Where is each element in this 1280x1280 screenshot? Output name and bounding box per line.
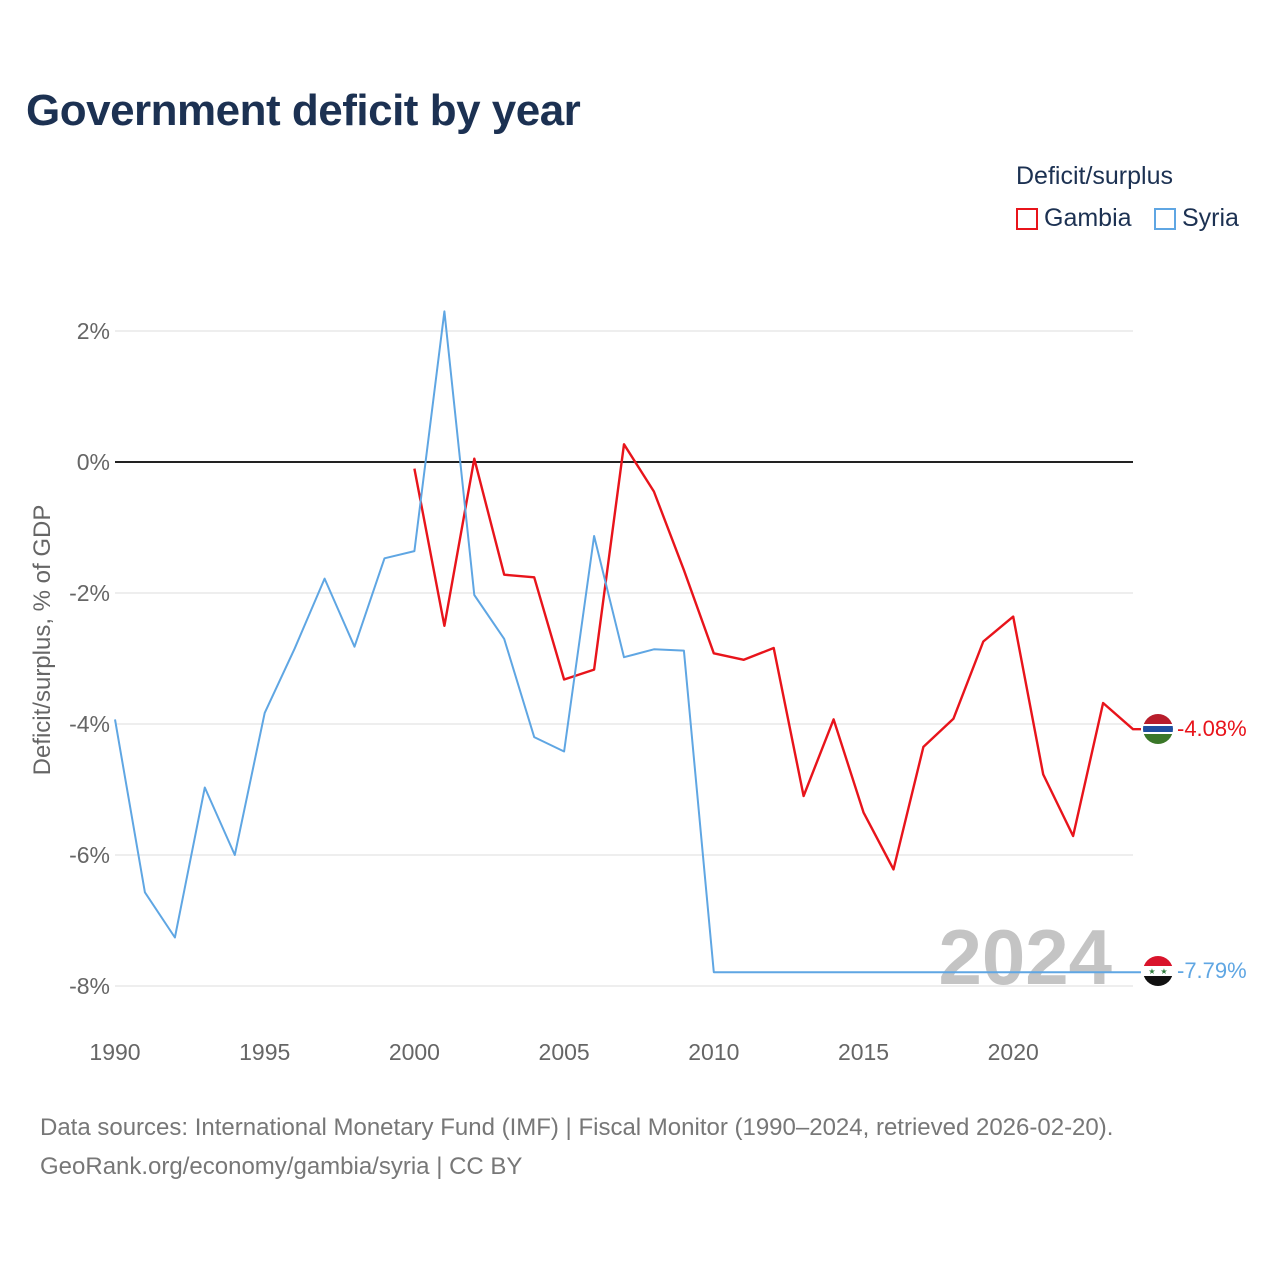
svg-text:★: ★ (1148, 967, 1155, 976)
legend-label-gambia: Gambia (1044, 204, 1132, 232)
end-label-syria: -7.79% (1177, 958, 1247, 983)
y-tick-label: -8% (69, 973, 110, 999)
svg-text:★: ★ (1160, 967, 1167, 976)
legend-swatch-syria (1154, 207, 1176, 230)
y-tick-label: -6% (69, 842, 110, 868)
legend-item-syria[interactable]: Syria (1154, 204, 1239, 233)
source-line-2: GeoRank.org/economy/gambia/syria | CC BY (40, 1153, 523, 1180)
x-tick-label: 2005 (539, 1039, 590, 1065)
year-watermark: 2024 (938, 913, 1112, 1001)
gridlines (115, 330, 1133, 987)
legend-title: Deficit/surplus (1016, 162, 1173, 190)
series-lines (114, 310, 1141, 974)
y-axis-label: Deficit/surplus, % of GDP (29, 505, 56, 776)
x-tick-label: 2010 (688, 1039, 739, 1065)
y-tick-label: 2% (77, 318, 110, 344)
gambia-flag-icon (1143, 714, 1173, 744)
syria-flag-icon: ★ ★ (1143, 956, 1173, 986)
y-axis-ticks: 2% 0% -2% -4% -6% -8% (69, 318, 110, 999)
legend-swatch-gambia (1016, 207, 1038, 230)
x-axis-ticks: 1990 1995 2000 2005 2010 2015 2020 (89, 1039, 1038, 1065)
series-line-gambia (413, 443, 1141, 871)
x-tick-label: 1995 (239, 1039, 290, 1065)
legend-item-gambia[interactable]: Gambia (1016, 204, 1132, 233)
y-tick-label: 0% (77, 449, 110, 475)
x-tick-label: 1990 (89, 1039, 140, 1065)
x-tick-label: 2015 (838, 1039, 889, 1065)
legend-label-syria: Syria (1182, 204, 1239, 232)
chart-title: Government deficit by year (26, 86, 581, 135)
end-label-gambia: -4.08% (1177, 716, 1247, 741)
source-note: Data sources: International Monetary Fun… (40, 1108, 1113, 1186)
series-line-syria (114, 310, 1141, 974)
x-tick-label: 2020 (988, 1039, 1039, 1065)
y-tick-label: -4% (69, 711, 110, 737)
y-tick-label: -2% (69, 580, 110, 606)
source-line-1: Data sources: International Monetary Fun… (40, 1114, 1114, 1141)
x-tick-label: 2000 (389, 1039, 440, 1065)
